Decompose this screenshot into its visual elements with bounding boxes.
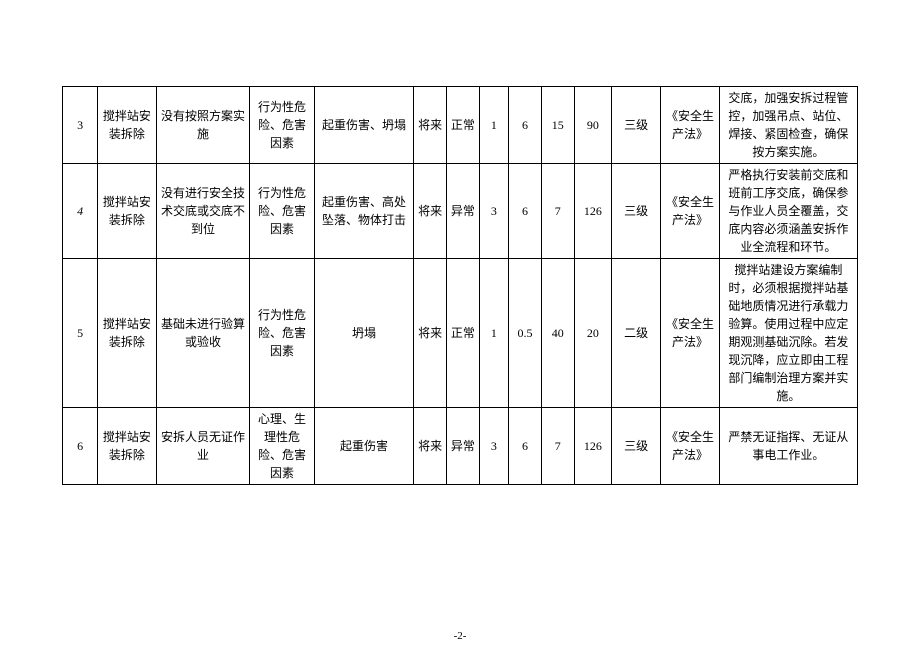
table-row: 5搅拌站安装拆除基础未进行验算或验收行为性危险、危害因素坍塌将来正常10.540…: [63, 259, 858, 408]
cell-hazard: 没有进行安全技术交底或交底不到位: [156, 164, 250, 259]
cell-idx: 4: [63, 164, 98, 259]
cell-law: 《安全生产法》: [661, 164, 720, 259]
cell-activity: 搅拌站安装拆除: [98, 408, 157, 485]
cell-n4: 90: [574, 87, 611, 164]
cell-factor: 行为性危险、危害因素: [250, 259, 314, 408]
cell-status: 正常: [447, 259, 480, 408]
cell-measure: 严禁无证指挥、无证从事电工作业。: [719, 408, 857, 485]
cell-n1: 3: [479, 164, 508, 259]
cell-level: 二级: [612, 259, 661, 408]
cell-accident: 起重伤害、坍塌: [314, 87, 414, 164]
table-row: 3搅拌站安装拆除没有按照方案实施行为性危险、危害因素起重伤害、坍塌将来正常161…: [63, 87, 858, 164]
cell-time: 将来: [414, 259, 447, 408]
cell-n2: 6: [509, 164, 542, 259]
cell-n3: 15: [541, 87, 574, 164]
cell-time: 将来: [414, 164, 447, 259]
cell-n2: 0.5: [509, 259, 542, 408]
cell-n3: 7: [541, 408, 574, 485]
cell-factor: 心理、生理性危险、危害因素: [250, 408, 314, 485]
cell-hazard: 安拆人员无证作业: [156, 408, 250, 485]
cell-n1: 3: [479, 408, 508, 485]
cell-accident: 坍塌: [314, 259, 414, 408]
cell-activity: 搅拌站安装拆除: [98, 164, 157, 259]
cell-measure: 交底，加强安拆过程管控，加强吊点、站位、焊接、紧固检查，确保按方案实施。: [719, 87, 857, 164]
page-number: -2-: [454, 630, 467, 642]
cell-factor: 行为性危险、危害因素: [250, 87, 314, 164]
cell-measure: 严格执行安装前交底和班前工序交底，确保参与作业人员全覆盖，交底内容必须涵盖安拆作…: [719, 164, 857, 259]
cell-measure: 搅拌站建设方案编制时，必须根据搅拌站基础地质情况进行承载力验算。使用过程中应定期…: [719, 259, 857, 408]
cell-idx: 3: [63, 87, 98, 164]
cell-status: 异常: [447, 408, 480, 485]
cell-n4: 126: [574, 408, 611, 485]
cell-activity: 搅拌站安装拆除: [98, 259, 157, 408]
cell-accident: 起重伤害、高处坠落、物体打击: [314, 164, 414, 259]
cell-idx: 5: [63, 259, 98, 408]
cell-time: 将来: [414, 408, 447, 485]
cell-law: 《安全生产法》: [661, 408, 720, 485]
cell-status: 正常: [447, 87, 480, 164]
table-row: 4搅拌站安装拆除没有进行安全技术交底或交底不到位行为性危险、危害因素起重伤害、高…: [63, 164, 858, 259]
cell-level: 三级: [612, 164, 661, 259]
risk-assessment-table: 3搅拌站安装拆除没有按照方案实施行为性危险、危害因素起重伤害、坍塌将来正常161…: [62, 86, 858, 485]
cell-n4: 126: [574, 164, 611, 259]
cell-n4: 20: [574, 259, 611, 408]
table-row: 6搅拌站安装拆除安拆人员无证作业心理、生理性危险、危害因素起重伤害将来异常367…: [63, 408, 858, 485]
cell-level: 三级: [612, 87, 661, 164]
cell-n3: 40: [541, 259, 574, 408]
cell-status: 异常: [447, 164, 480, 259]
cell-law: 《安全生产法》: [661, 87, 720, 164]
cell-level: 三级: [612, 408, 661, 485]
cell-hazard: 没有按照方案实施: [156, 87, 250, 164]
cell-n1: 1: [479, 87, 508, 164]
cell-idx: 6: [63, 408, 98, 485]
cell-n2: 6: [509, 87, 542, 164]
cell-activity: 搅拌站安装拆除: [98, 87, 157, 164]
cell-law: 《安全生产法》: [661, 259, 720, 408]
cell-hazard: 基础未进行验算或验收: [156, 259, 250, 408]
cell-time: 将来: [414, 87, 447, 164]
cell-factor: 行为性危险、危害因素: [250, 164, 314, 259]
cell-accident: 起重伤害: [314, 408, 414, 485]
cell-n3: 7: [541, 164, 574, 259]
cell-n2: 6: [509, 408, 542, 485]
cell-n1: 1: [479, 259, 508, 408]
